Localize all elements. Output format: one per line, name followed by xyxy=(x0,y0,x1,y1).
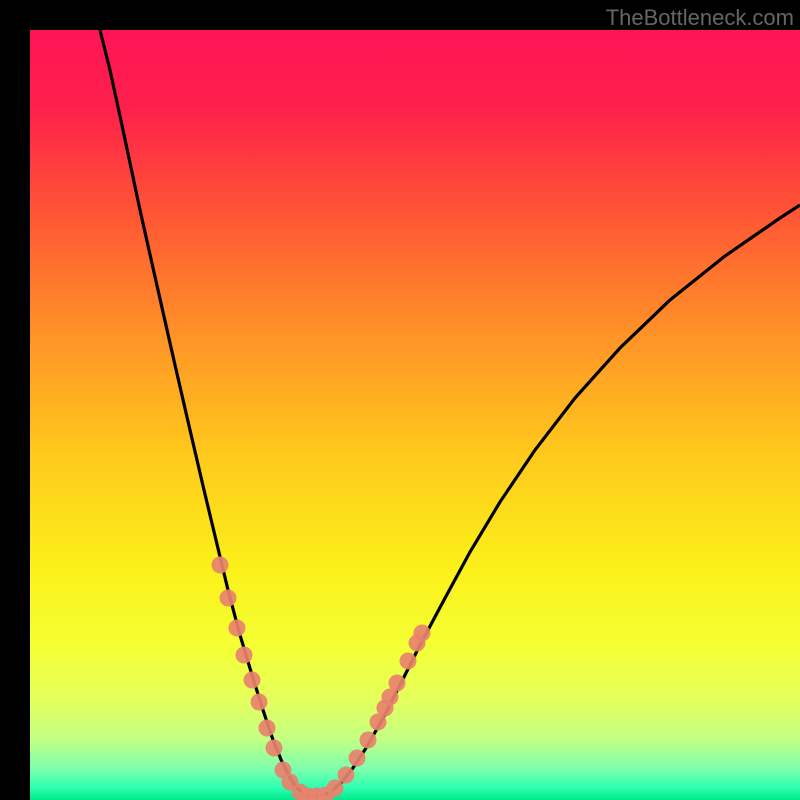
data-marker xyxy=(349,750,366,767)
data-marker xyxy=(400,653,417,670)
data-marker xyxy=(236,647,253,664)
data-marker xyxy=(251,694,268,711)
watermark-text: TheBottleneck.com xyxy=(606,5,794,31)
data-marker xyxy=(389,675,406,692)
data-marker xyxy=(327,780,344,797)
data-marker xyxy=(229,620,246,637)
data-marker xyxy=(220,590,237,607)
curve-overlay xyxy=(30,30,800,800)
data-marker xyxy=(414,625,431,642)
data-marker xyxy=(244,672,261,689)
plot-area xyxy=(30,30,800,800)
data-marker xyxy=(212,557,229,574)
data-marker xyxy=(259,720,276,737)
data-marker xyxy=(360,732,377,749)
data-marker xyxy=(338,767,355,784)
curve-left-branch xyxy=(100,30,313,796)
chart-container: TheBottleneck.com xyxy=(0,0,800,800)
data-marker xyxy=(266,740,283,757)
